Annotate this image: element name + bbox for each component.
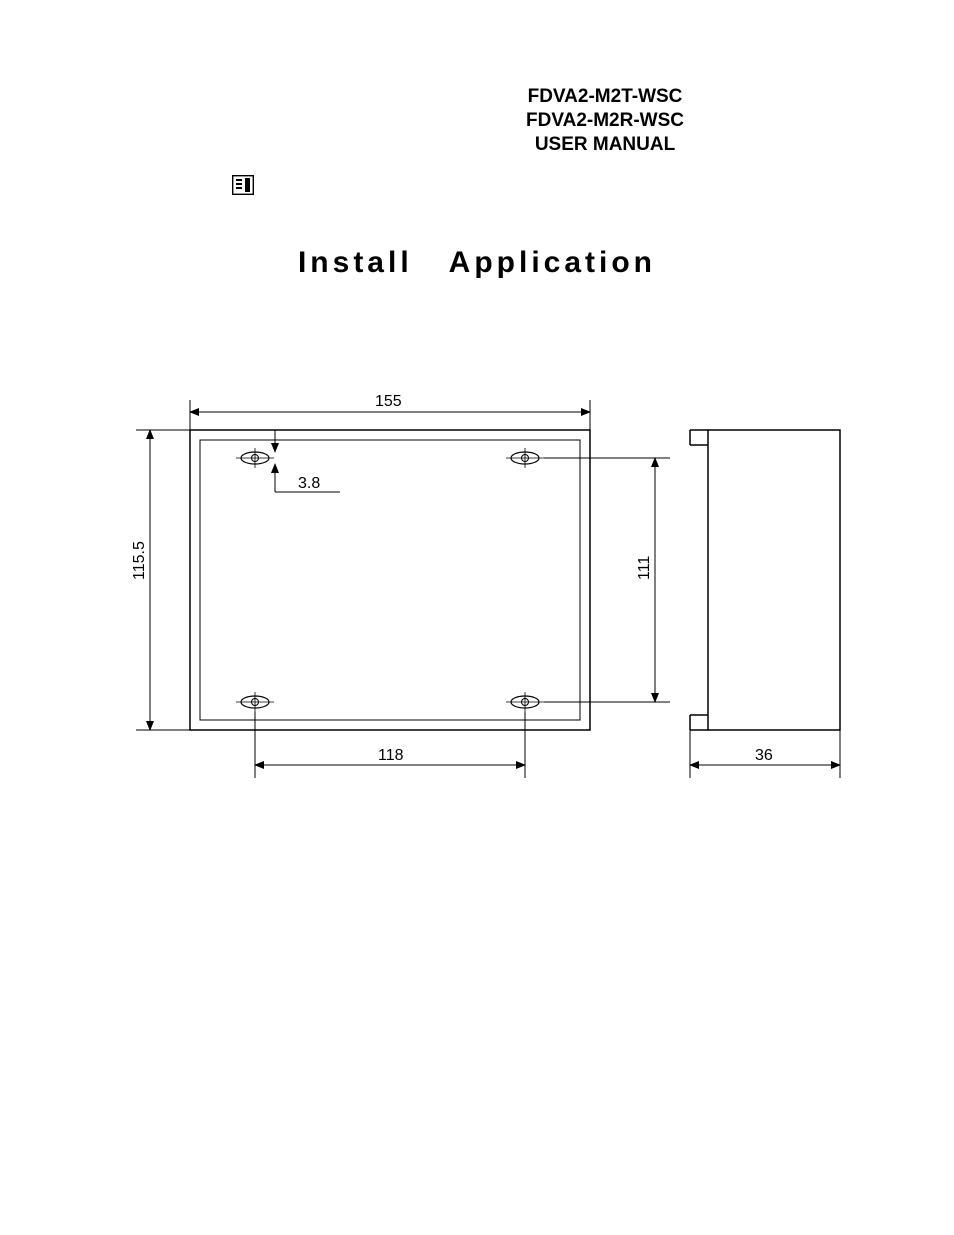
dim-bottom-width-label: 118 <box>378 747 404 764</box>
document-header: FDVA2-M2T-WSC FDVA2-M2R-WSC USER MANUAL <box>526 85 684 156</box>
dim-left-height-label: 115.5 <box>131 541 148 580</box>
dim-slot-thickness-label: 3.8 <box>298 475 320 492</box>
dim-inner-height-label: 111 <box>636 556 653 580</box>
dim-slot-thickness: 3.8 <box>275 430 340 492</box>
dim-bottom-width: 118 <box>255 712 525 778</box>
dim-top-width-label: 155 <box>375 393 402 410</box>
side-view <box>690 430 840 730</box>
header-line-1: FDVA2-M2T-WSC <box>526 85 684 109</box>
title-word-1: Install <box>298 246 413 279</box>
bookmark-icon <box>232 175 254 195</box>
page: FDVA2-M2T-WSC FDVA2-M2R-WSC USER MANUAL … <box>0 0 954 1235</box>
dim-side-width: 36 <box>690 730 840 778</box>
dim-side-width-label: 36 <box>755 747 773 764</box>
mounting-slot-top-right <box>506 448 544 468</box>
dim-top-width: 155 <box>190 393 590 430</box>
section-title: Install Application <box>0 246 954 280</box>
header-line-2: FDVA2-M2R-WSC <box>526 109 684 133</box>
header-line-3: USER MANUAL <box>526 133 684 157</box>
mounting-slot-bottom-left <box>236 692 274 712</box>
mounting-slot-top-left <box>236 448 274 468</box>
dimension-diagram: 155 3.8 115.5 111 <box>100 370 870 800</box>
dim-left-height: 115.5 <box>131 430 190 730</box>
dim-inner-height: 111 <box>544 458 670 702</box>
mounting-slot-bottom-right <box>506 692 544 712</box>
title-word-2: Application <box>449 246 656 279</box>
